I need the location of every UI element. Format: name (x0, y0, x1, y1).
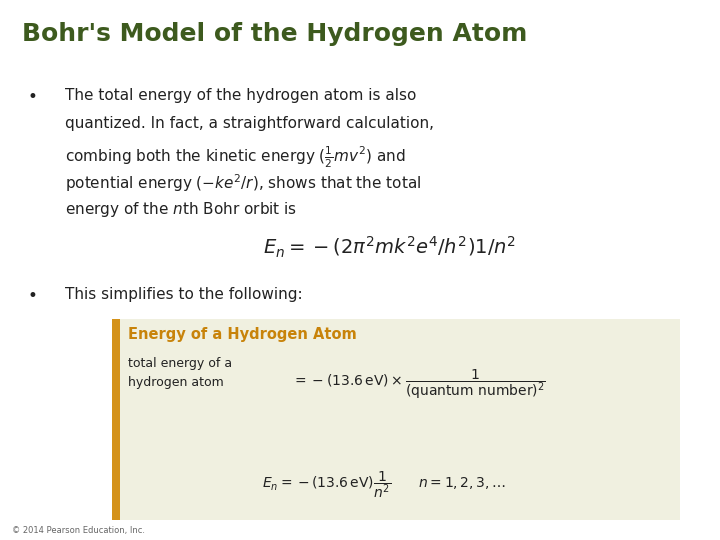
Text: •: • (28, 88, 38, 106)
Text: Bohr's Model of the Hydrogen Atom: Bohr's Model of the Hydrogen Atom (22, 22, 527, 46)
Text: Energy of a Hydrogen Atom: Energy of a Hydrogen Atom (128, 327, 356, 342)
Text: quantized. In fact, a straightforward calculation,: quantized. In fact, a straightforward ca… (65, 116, 434, 131)
Text: potential energy ($-ke^2/r$), shows that the total: potential energy ($-ke^2/r$), shows that… (65, 172, 421, 194)
Text: This simplifies to the following:: This simplifies to the following: (65, 287, 302, 302)
Text: total energy of a
hydrogen atom: total energy of a hydrogen atom (128, 357, 232, 389)
Text: © 2014 Pearson Education, Inc.: © 2014 Pearson Education, Inc. (12, 526, 145, 535)
Text: $E_n = -(2\pi^2mk^2e^4/h^2)1/n^2$: $E_n = -(2\pi^2mk^2e^4/h^2)1/n^2$ (264, 235, 516, 260)
Text: The total energy of the hydrogen atom is also: The total energy of the hydrogen atom is… (65, 88, 416, 103)
Text: energy of the $n$th Bohr orbit is: energy of the $n$th Bohr orbit is (65, 200, 297, 219)
Bar (112, 319, 680, 520)
Text: $E_n = -(13.6\,\mathrm{eV})\dfrac{1}{n^2} \qquad n = 1, 2, 3, \ldots$: $E_n = -(13.6\,\mathrm{eV})\dfrac{1}{n^2… (262, 469, 506, 500)
Text: •: • (28, 287, 38, 305)
Text: combing both the kinetic energy ($\frac{1}{2}mv^2$) and: combing both the kinetic energy ($\frac{… (65, 144, 405, 170)
Bar (112, 319, 120, 520)
Text: $= -(13.6\,\mathrm{eV}) \times \dfrac{1}{(\mathrm{quantum\ number})^2}$: $= -(13.6\,\mathrm{eV}) \times \dfrac{1}… (292, 367, 546, 401)
